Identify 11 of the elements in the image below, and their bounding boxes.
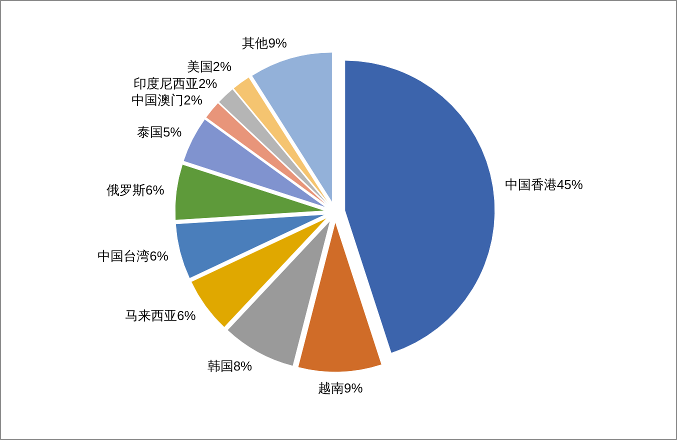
slice-label: 中国香港45% bbox=[504, 176, 584, 192]
slice-label: 其他9% bbox=[242, 35, 288, 50]
slice-label: 越南9% bbox=[318, 380, 364, 396]
slice-label: 印度尼西亚2% bbox=[133, 76, 218, 92]
slice-label: 泰国5% bbox=[136, 124, 182, 140]
slice-label: 中国台湾6% bbox=[98, 248, 169, 264]
slice-label: 俄罗斯6% bbox=[106, 182, 165, 198]
slice-label: 韩国8% bbox=[207, 358, 253, 374]
slice-label: 美国2% bbox=[186, 58, 232, 74]
slice-label: 马来西亚6% bbox=[125, 308, 196, 323]
slice-label: 中国澳门2% bbox=[132, 92, 203, 108]
